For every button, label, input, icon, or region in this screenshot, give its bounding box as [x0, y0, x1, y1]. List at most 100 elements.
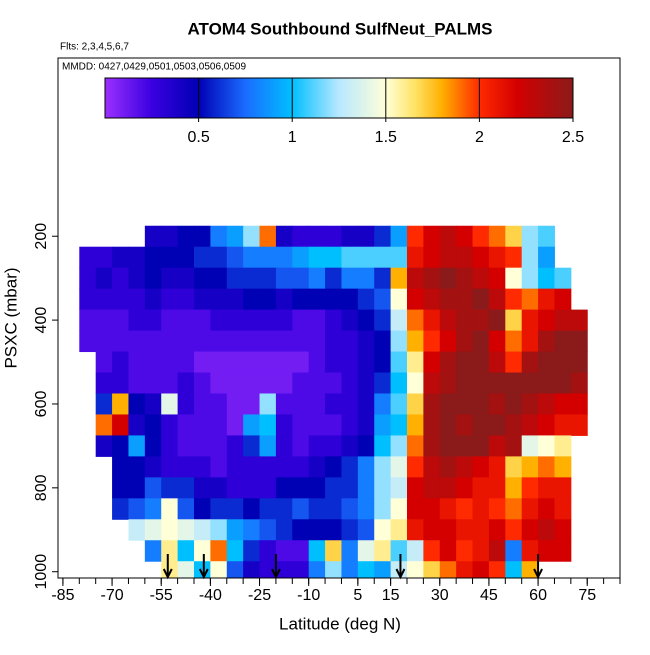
curtain-cell	[341, 351, 359, 374]
curtain-cell	[128, 456, 146, 478]
curtain-cell	[374, 225, 392, 248]
curtain-cell	[472, 246, 490, 269]
curtain-cell	[259, 456, 277, 478]
curtain-cell	[488, 351, 506, 374]
curtain-cell	[423, 225, 441, 248]
arrow	[198, 554, 209, 580]
curtain-cell	[488, 435, 506, 457]
curtain-cell	[374, 351, 392, 374]
curtain-cell	[308, 309, 326, 332]
curtain-cell	[439, 309, 457, 332]
curtain-cell	[210, 288, 228, 311]
curtain-cell	[161, 540, 179, 562]
curtain-cell	[226, 477, 244, 499]
curtain-cell	[472, 372, 490, 394]
curtain-cell	[423, 288, 441, 311]
curtain-cell	[292, 435, 310, 457]
curtain-cell	[177, 351, 195, 374]
curtain-cell	[259, 540, 277, 562]
colorbar-tick-label: 1.5	[375, 129, 397, 146]
curtain-cell	[439, 246, 457, 269]
curtain-cell	[161, 351, 179, 374]
chart-title: ATOM4 Southbound SulfNeut_PALMS	[187, 19, 492, 38]
curtain-cell	[275, 561, 293, 578]
curtain-cell	[79, 309, 97, 332]
curtain-cell	[259, 435, 277, 457]
curtain-cell	[488, 372, 506, 394]
curtain-cell	[554, 393, 572, 415]
curtain-cell	[488, 519, 506, 541]
curtain-cell	[243, 246, 261, 269]
curtain-cell	[292, 477, 310, 499]
curtain-cell	[456, 456, 474, 478]
curtain-cell	[423, 351, 441, 374]
curtain-cell	[406, 456, 424, 478]
curtain-cell	[95, 435, 113, 457]
curtain-cell	[144, 351, 162, 374]
curtain-cell	[292, 351, 310, 374]
x-tick-label: -10	[297, 587, 320, 604]
curtain-cell	[325, 330, 342, 353]
curtain-cell	[210, 561, 228, 578]
curtain-cell	[570, 372, 588, 394]
curtain-cell	[210, 456, 228, 478]
curtain-cell	[423, 456, 441, 478]
curtain-cell	[472, 393, 490, 415]
curtain-cell	[210, 540, 228, 562]
curtain-cell	[325, 414, 342, 436]
curtain-cell	[456, 351, 474, 374]
curtain-cell	[259, 330, 277, 353]
curtain-cell	[521, 246, 539, 269]
curtain-cell	[341, 561, 359, 578]
curtain-cell	[472, 414, 490, 436]
curtain-cell	[505, 435, 523, 457]
colorbar-tick-label: 2.5	[562, 129, 584, 146]
curtain-cell	[439, 330, 457, 353]
curtain-cell	[177, 288, 195, 311]
curtain-cell	[144, 225, 162, 248]
curtain-cell	[210, 372, 228, 394]
x-tick-label: -25	[248, 587, 271, 604]
curtain-cell	[521, 561, 539, 578]
curtain-cell	[472, 309, 490, 332]
curtain-cell	[275, 309, 293, 332]
curtain-cell	[357, 540, 375, 562]
curtain-cell	[390, 435, 408, 457]
x-tick-label: 15	[382, 587, 400, 604]
curtain-cell	[210, 330, 228, 353]
curtain-cell	[128, 309, 146, 332]
curtain-cell	[226, 288, 244, 311]
curtain-cell	[505, 414, 523, 436]
curtain-cell	[472, 519, 490, 541]
curtain-cell	[488, 498, 506, 520]
curtain-cell	[357, 561, 375, 578]
curtain-cell	[521, 540, 539, 562]
curtain-cell	[439, 288, 457, 311]
curtain-cell	[95, 309, 113, 332]
curtain-cell	[259, 414, 277, 436]
curtain-cell	[177, 561, 195, 578]
curtain-cell	[308, 393, 326, 415]
curtain-cell	[193, 267, 211, 290]
curtain-cell	[177, 498, 195, 520]
curtain-cell	[554, 372, 572, 394]
curtain-cell	[325, 393, 342, 415]
curtain-cell	[423, 372, 441, 394]
curtain-cell	[193, 330, 211, 353]
curtain-cell	[275, 540, 293, 562]
y-axis-label: PSXC (mbar)	[1, 267, 20, 368]
curtain-cell	[570, 414, 588, 436]
arrow	[395, 554, 406, 580]
curtain-cell	[505, 309, 523, 332]
curtain-cell	[112, 393, 129, 415]
curtain-cell	[161, 435, 179, 457]
curtain-cell	[95, 330, 113, 353]
curtain-cell	[390, 309, 408, 332]
curtain-cell	[128, 393, 146, 415]
curtain-cell	[406, 414, 424, 436]
curtain-cell	[357, 288, 375, 311]
curtain-cell	[472, 540, 490, 562]
curtain-cell	[554, 477, 572, 499]
curtain-cell	[210, 351, 228, 374]
curtain-cell	[112, 456, 129, 478]
